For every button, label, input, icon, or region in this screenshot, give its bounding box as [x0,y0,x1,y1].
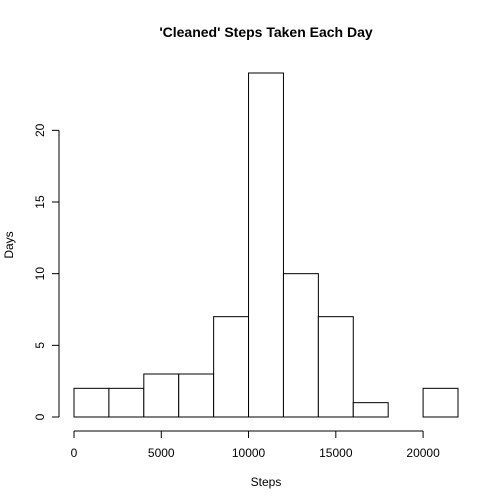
chart-title: 'Cleaned' Steps Taken Each Day [159,24,373,40]
bar-8 [352,402,389,418]
x-tick-label: 15000 [319,446,353,460]
bar-3 [178,373,215,418]
bar-5 [248,72,284,418]
y-axis-label: Days [2,231,16,258]
y-axis: 0 5 10 15 20 [33,123,60,420]
y-tick-label: 20 [33,123,47,137]
bars-group [73,72,459,418]
bar-1 [108,387,145,418]
bar-7 [317,316,354,418]
x-tick-label: 20000 [406,446,440,460]
y-tick-label: 10 [33,267,47,281]
y-tick-label: 5 [33,342,47,349]
x-tick-label: 5000 [148,446,175,460]
x-tick-label: 10000 [232,446,266,460]
x-axis-label: Steps [251,475,282,489]
x-axis: 0 5000 10000 15000 20000 [71,430,440,460]
bar-2 [143,373,180,418]
bar-6 [282,273,319,418]
bar-4 [213,316,250,418]
x-tick-label: 0 [71,446,78,460]
bar-10 [422,387,459,418]
bar-0 [73,387,110,418]
y-tick-label: 0 [33,413,47,420]
y-tick-label: 15 [33,195,47,209]
